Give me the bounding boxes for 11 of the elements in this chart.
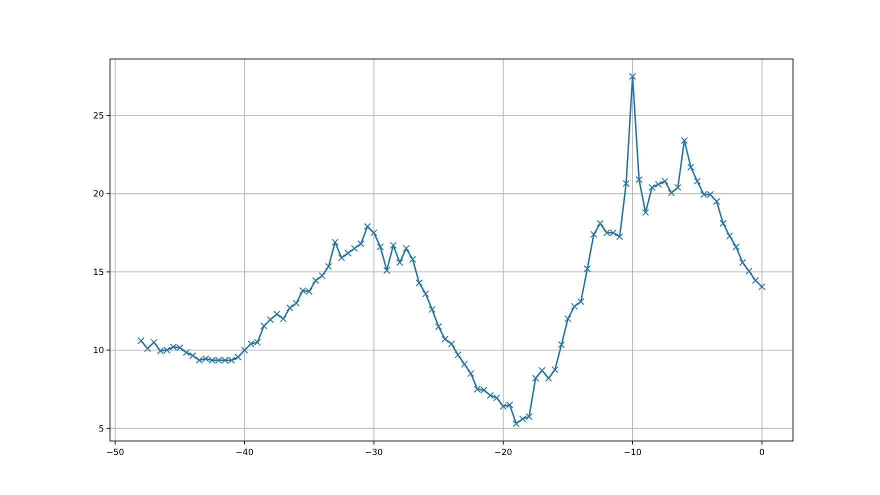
y-tick-label: 20	[93, 190, 104, 200]
x-tick-label: 0	[759, 448, 765, 458]
x-tick-label: −40	[236, 448, 254, 458]
x-tick-label: −20	[494, 448, 512, 458]
y-tick-label: 5	[98, 424, 104, 434]
x-tick-label: −10	[624, 448, 642, 458]
y-tick-label: 25	[93, 111, 104, 122]
y-tick-label: 10	[93, 346, 104, 356]
x-tick-label: −50	[106, 448, 124, 458]
y-tick-label: 15	[93, 268, 104, 278]
x-tick-label: −30	[364, 448, 383, 458]
